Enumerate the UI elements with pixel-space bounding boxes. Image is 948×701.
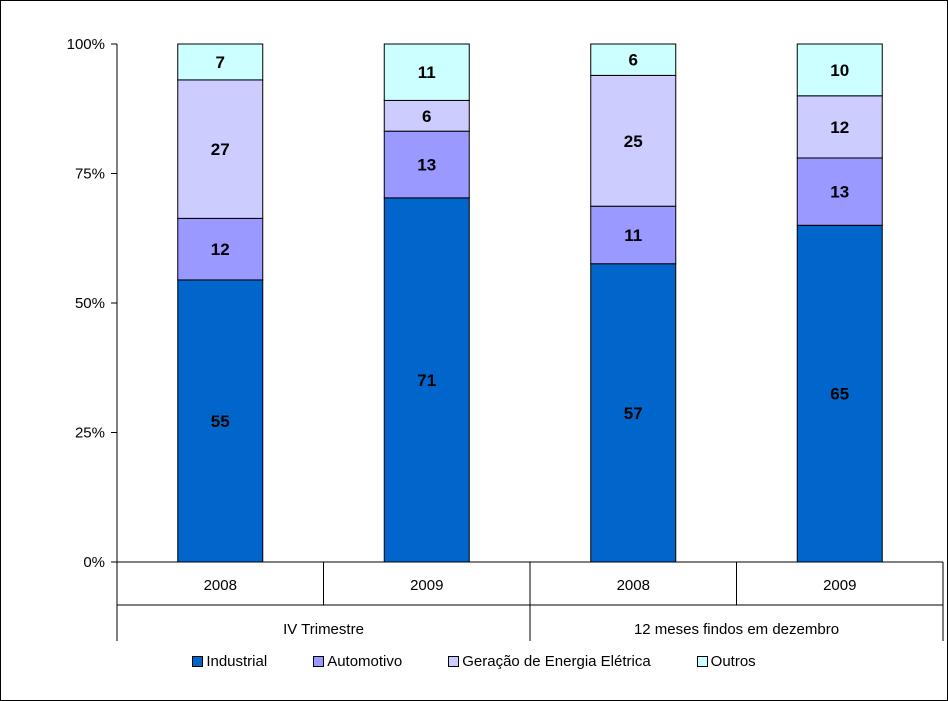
legend-label: Industrial — [206, 652, 268, 670]
bar-segment — [796, 157, 883, 226]
y-tick-label: 50% — [75, 295, 105, 312]
bar-segment — [383, 197, 470, 563]
bar-segment — [796, 224, 883, 563]
bar-segment — [383, 99, 470, 132]
legend-item: Geração de Energia Elétrica — [448, 652, 651, 670]
stacked-bar-chart: 0% 25% 50% 75% 100% 2008 2009 2008 2009 IV Trimes… — [67, 36, 944, 641]
x-group-label: IV Trimestre — [283, 621, 364, 638]
x-group-label: 12 meses findos em dezembro — [634, 621, 839, 638]
bar-segment — [590, 263, 677, 563]
data-label: 13 — [417, 156, 436, 175]
data-label: 13 — [830, 183, 849, 202]
data-label: 57 — [624, 404, 643, 423]
legend-swatch — [192, 655, 204, 667]
bar-segment — [796, 43, 883, 97]
data-label: 71 — [417, 371, 436, 390]
legend-item: Outros — [696, 652, 756, 670]
data-label: 6 — [629, 51, 638, 70]
legend-swatch — [696, 655, 708, 667]
x-tick-label: 2009 — [410, 577, 443, 594]
data-label: 27 — [211, 140, 230, 159]
data-label: 25 — [624, 132, 643, 151]
bar-segment — [383, 130, 470, 199]
data-label: 65 — [830, 385, 849, 404]
y-tick-label: 100% — [67, 36, 105, 53]
x-tick-label: 2008 — [204, 577, 237, 594]
data-label: 6 — [422, 107, 431, 126]
legend-swatch — [448, 655, 460, 667]
bar-segment — [590, 43, 677, 76]
legend-label: Automotivo — [327, 652, 403, 670]
legend-item: Automotivo — [313, 653, 402, 670]
legend: Industrial Automotivo Geração de Energia E… — [1, 650, 947, 672]
x-tick-label: 2008 — [617, 577, 650, 594]
bar-segment — [177, 79, 264, 219]
bar-segment — [590, 205, 677, 265]
y-tick-label: 0% — [83, 554, 105, 571]
legend-label: Outros — [710, 652, 756, 670]
bar-segment — [177, 279, 264, 563]
bar-segment — [177, 43, 264, 81]
data-label: 11 — [418, 63, 436, 82]
legend-item: Industrial — [192, 653, 267, 670]
data-label: 10 — [830, 61, 849, 80]
data-label: 12 — [211, 240, 230, 259]
data-label: 55 — [211, 412, 230, 431]
legend-swatch — [313, 655, 325, 667]
data-label: 11 — [624, 226, 642, 245]
bar-segment — [383, 43, 470, 101]
x-tick-label: 2009 — [823, 577, 856, 594]
data-label: 12 — [830, 118, 849, 137]
data-label: 7 — [216, 53, 225, 72]
y-tick-label: 75% — [75, 166, 105, 183]
bar-segment — [796, 95, 883, 159]
legend-label: Geração de Energia Elétrica — [462, 652, 651, 670]
bar-segment — [177, 217, 264, 281]
y-tick-label: 25% — [75, 425, 105, 442]
